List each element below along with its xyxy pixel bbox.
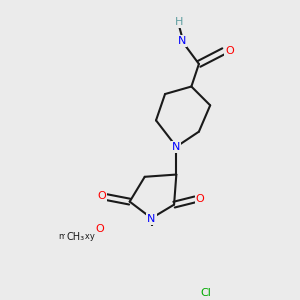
Text: N: N xyxy=(172,142,181,152)
Text: O: O xyxy=(98,191,106,201)
Text: O: O xyxy=(96,224,104,235)
Text: methoxy: methoxy xyxy=(79,236,85,237)
Text: CH₃: CH₃ xyxy=(66,232,84,242)
Text: O: O xyxy=(196,194,205,204)
Text: methoxy: methoxy xyxy=(58,232,95,242)
Text: O: O xyxy=(225,46,234,56)
Text: N: N xyxy=(178,36,186,46)
Text: Cl: Cl xyxy=(201,288,212,298)
Text: H: H xyxy=(174,17,183,27)
Text: N: N xyxy=(147,214,156,224)
